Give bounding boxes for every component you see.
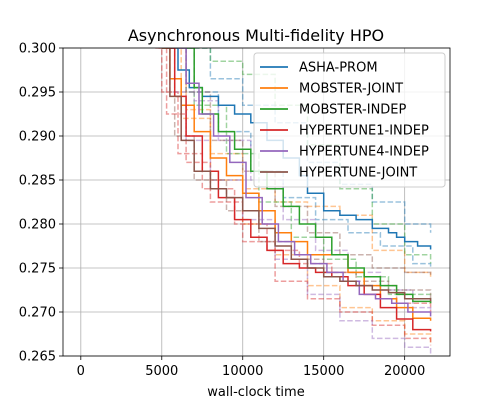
series-line bbox=[186, 48, 432, 304]
background-series-line bbox=[158, 48, 432, 346]
background-series-line bbox=[161, 48, 432, 268]
y-tick-label: 0.295 bbox=[19, 86, 56, 101]
y-tick-label: 0.275 bbox=[19, 262, 56, 277]
y-axis: 0.265 0.270 0.275 0.280 0.285 0.290 0.295 0.300 bbox=[19, 42, 63, 365]
legend-label: HYPERTUNE-JOINT bbox=[299, 166, 417, 181]
legend-label: MOBSTER-INDEP bbox=[299, 103, 407, 118]
y-tick-label: 0.300 bbox=[19, 42, 56, 57]
y-tick-label: 0.285 bbox=[19, 174, 56, 189]
x-tick-label: 5000 bbox=[145, 364, 178, 379]
legend: ASHA-PROM MOBSTER-JOINT MOBSTER-INDEP HYPER… bbox=[253, 52, 446, 188]
background-series-line bbox=[186, 48, 432, 233]
x-axis-label: wall-clock time bbox=[207, 385, 304, 400]
chart-title: Asynchronous Multi-fidelity HPO bbox=[128, 26, 384, 45]
background-series-line bbox=[174, 48, 432, 306]
legend-label: HYPERTUNE1-INDEP bbox=[299, 124, 429, 139]
x-axis: 0 5000 10000 15000 20000 bbox=[77, 356, 425, 379]
series-line bbox=[178, 48, 432, 317]
series-line bbox=[161, 48, 432, 302]
y-tick-label: 0.290 bbox=[19, 130, 56, 145]
y-tick-label: 0.265 bbox=[19, 350, 56, 365]
y-tick-label: 0.270 bbox=[19, 306, 56, 321]
x-tick-label: 0 bbox=[77, 364, 85, 379]
plot-frame bbox=[62, 47, 451, 357]
y-tick-label: 0.280 bbox=[19, 218, 56, 233]
background-series-line bbox=[169, 48, 432, 275]
legend-label: HYPERTUNE4-INDEP bbox=[299, 145, 429, 160]
x-tick-label: 20000 bbox=[384, 364, 425, 379]
legend-label: ASHA-PROM bbox=[299, 61, 378, 76]
series-line bbox=[166, 48, 432, 332]
legend-label: MOBSTER-JOINT bbox=[299, 82, 403, 97]
x-tick-label: 10000 bbox=[222, 364, 263, 379]
x-tick-label: 15000 bbox=[303, 364, 344, 379]
legend-box bbox=[253, 52, 446, 188]
background-series-line bbox=[165, 48, 432, 277]
